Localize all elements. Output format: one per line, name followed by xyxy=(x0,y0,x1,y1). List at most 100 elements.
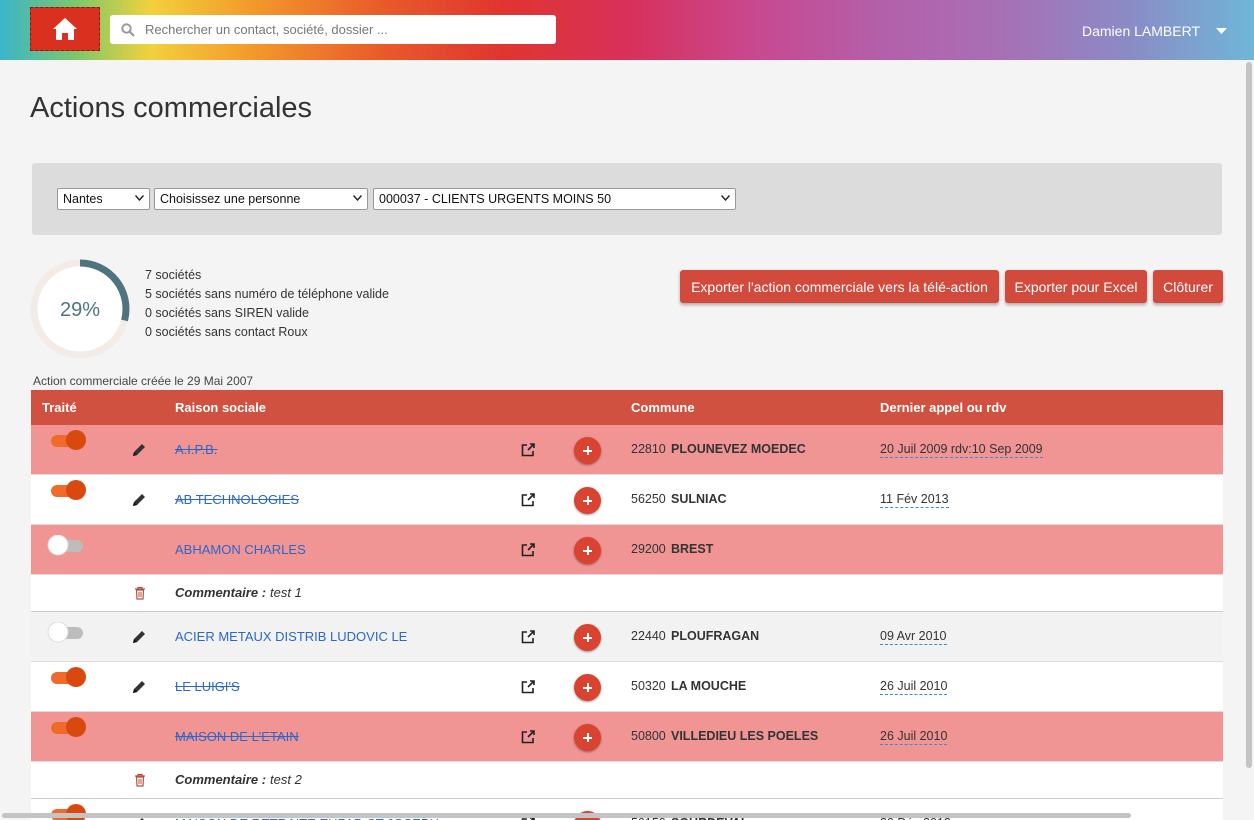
city: PLOUNEVEZ MOEDEC xyxy=(671,442,806,456)
comment-text: test 2 xyxy=(270,772,302,787)
open-link-icon[interactable] xyxy=(521,680,535,694)
stat: 7 sociétés xyxy=(145,268,202,282)
search-icon xyxy=(121,23,135,37)
add-button[interactable] xyxy=(574,624,601,651)
toggle-on[interactable] xyxy=(47,430,87,452)
last-contact[interactable]: 11 Fév 2013 xyxy=(880,492,949,508)
horizontal-scrollbar[interactable] xyxy=(2,813,1131,818)
table-row: A.I.P.B. 22810 PLOUNEVEZ MOEDEC 20 Juil 200… xyxy=(31,425,1223,475)
city: VILLEDIEU LES POELES xyxy=(671,729,819,743)
export-teleaction-button[interactable]: Exporter l'action commerciale vers la té… xyxy=(680,270,999,303)
edit-icon[interactable] xyxy=(131,629,147,645)
page-title: Actions commerciales xyxy=(30,92,313,124)
city: LA MOUCHE xyxy=(671,679,747,693)
column-header: Traité xyxy=(42,400,77,415)
edit-icon[interactable] xyxy=(131,679,147,695)
open-link-icon[interactable] xyxy=(521,730,535,744)
select-arrow xyxy=(353,195,362,201)
progress-label: 29% xyxy=(60,299,100,321)
select-value: Choisissez une personne xyxy=(160,192,301,206)
toggle-on[interactable] xyxy=(47,480,87,502)
select-arrow xyxy=(721,195,730,201)
postcode: 22440 xyxy=(631,629,666,643)
company-name[interactable]: ACIER METAUX DISTRIB LUDOVIC LE xyxy=(175,629,408,644)
open-link-icon[interactable] xyxy=(521,443,535,457)
table-row: ACIER METAUX DISTRIB LUDOVIC LE 22440 PLOU… xyxy=(31,612,1223,662)
city: SOURDEVAL xyxy=(671,816,749,820)
postcode: 50150 xyxy=(631,816,666,820)
export-excel-button[interactable]: Exporter pour Excel xyxy=(1005,270,1147,303)
city-select[interactable]: Nantes xyxy=(57,188,150,210)
company-name[interactable]: ABHAMON CHARLES xyxy=(175,542,306,557)
select-arrow xyxy=(135,195,144,201)
add-button[interactable] xyxy=(574,674,601,701)
home-button[interactable] xyxy=(30,7,100,51)
close-button[interactable]: Clôturer xyxy=(1153,270,1223,303)
vertical-scrollbar[interactable] xyxy=(1246,62,1252,768)
open-link-icon[interactable] xyxy=(521,817,535,820)
user-name[interactable]: Damien LAMBERT xyxy=(1082,23,1201,39)
top-bar: Rechercher un contact, société, dossier … xyxy=(0,0,1254,60)
postcode: 29200 xyxy=(631,542,666,556)
add-button[interactable] xyxy=(574,487,601,514)
comment-row: Commentaire : test 2 xyxy=(31,762,1223,799)
progress-ring: 29% xyxy=(30,259,130,359)
comment-text: test 1 xyxy=(270,585,302,600)
stat: 0 sociétés sans contact Roux xyxy=(145,325,308,339)
toggle-off[interactable] xyxy=(47,622,87,644)
add-button[interactable] xyxy=(574,537,601,564)
company-name[interactable]: LE LUIGI'S xyxy=(175,679,240,694)
comment-label: Commentaire : xyxy=(175,585,267,600)
add-button[interactable] xyxy=(574,437,601,464)
postcode: 50800 xyxy=(631,729,666,743)
last-contact[interactable]: 20 Juil 2009 rdv:10 Sep 2009 xyxy=(880,442,1043,458)
company-name[interactable]: MAISON DE L'ETAIN xyxy=(175,729,299,744)
toggle-off[interactable] xyxy=(47,535,87,557)
column-header: Raison sociale xyxy=(175,400,267,415)
company-name[interactable]: MAISON DE RETRAITE EHPAD ST JOSEPH xyxy=(175,816,439,820)
toggle-on[interactable] xyxy=(47,667,87,689)
add-button[interactable] xyxy=(574,724,601,751)
action-select[interactable]: 000037 - CLIENTS URGENTS MOINS 50 xyxy=(373,188,736,210)
edit-icon[interactable] xyxy=(131,442,147,458)
delete-icon[interactable] xyxy=(134,586,146,600)
last-contact[interactable]: 26 Juil 2010 xyxy=(880,729,948,745)
city: SULNIAC xyxy=(671,492,727,506)
table-row: ABHAMON CHARLES 29200 BREST xyxy=(31,525,1223,575)
company-name[interactable]: AB TECHNOLOGIES xyxy=(175,492,300,507)
progress-arc xyxy=(79,259,130,322)
postcode: 56250 xyxy=(631,492,666,506)
search-placeholder: Rechercher un contact, société, dossier … xyxy=(145,22,388,37)
open-link-icon[interactable] xyxy=(521,493,535,507)
comment-row: Commentaire : test 1 xyxy=(31,575,1223,612)
city: BREST xyxy=(671,542,714,556)
comment-label: Commentaire : xyxy=(175,772,267,787)
last-contact[interactable]: 26 Juil 2010 xyxy=(880,679,948,695)
select-value: Nantes xyxy=(63,192,103,206)
table-row: MAISON DE L'ETAIN 50800 VILLEDIEU LES POEL… xyxy=(31,712,1223,762)
search-box[interactable]: Rechercher un contact, société, dossier … xyxy=(110,15,556,44)
open-link-icon[interactable] xyxy=(521,543,535,557)
column-header: Dernier appel ou rdv xyxy=(880,400,1007,415)
created-date: Action commerciale créée le 29 Mai 2007 xyxy=(33,374,254,388)
table-row: LE LUIGI'S 50320 LA MOUCHE 26 Juil 2010 xyxy=(31,662,1223,712)
actions-table: Traité Raison sociale Commune Dernier ap… xyxy=(31,390,1223,820)
select-value: 000037 - CLIENTS URGENTS MOINS 50 xyxy=(379,192,612,206)
toggle-on[interactable] xyxy=(47,717,87,739)
open-link-icon[interactable] xyxy=(521,630,535,644)
column-header: Commune xyxy=(631,400,695,415)
last-contact[interactable]: 09 Avr 2010 xyxy=(880,629,947,645)
home-icon xyxy=(53,18,77,40)
delete-icon[interactable] xyxy=(134,773,146,787)
last-contact[interactable]: 20 Déc 2013 xyxy=(880,816,951,820)
table-body: A.I.P.B. 22810 PLOUNEVEZ MOEDEC 20 Juil 200… xyxy=(31,425,1223,820)
stat: 0 sociétés sans SIREN valide xyxy=(145,306,309,320)
person-select[interactable]: Choisissez une personne xyxy=(154,188,368,210)
user-caret[interactable] xyxy=(1216,28,1227,35)
company-name[interactable]: A.I.P.B. xyxy=(175,442,218,457)
filter-panel: Nantes Choisissez une personne 000037 - … xyxy=(32,163,1222,235)
postcode: 22810 xyxy=(631,442,666,456)
edit-icon[interactable] xyxy=(131,492,147,508)
table-header: Traité Raison sociale Commune Dernier ap… xyxy=(31,390,1223,425)
